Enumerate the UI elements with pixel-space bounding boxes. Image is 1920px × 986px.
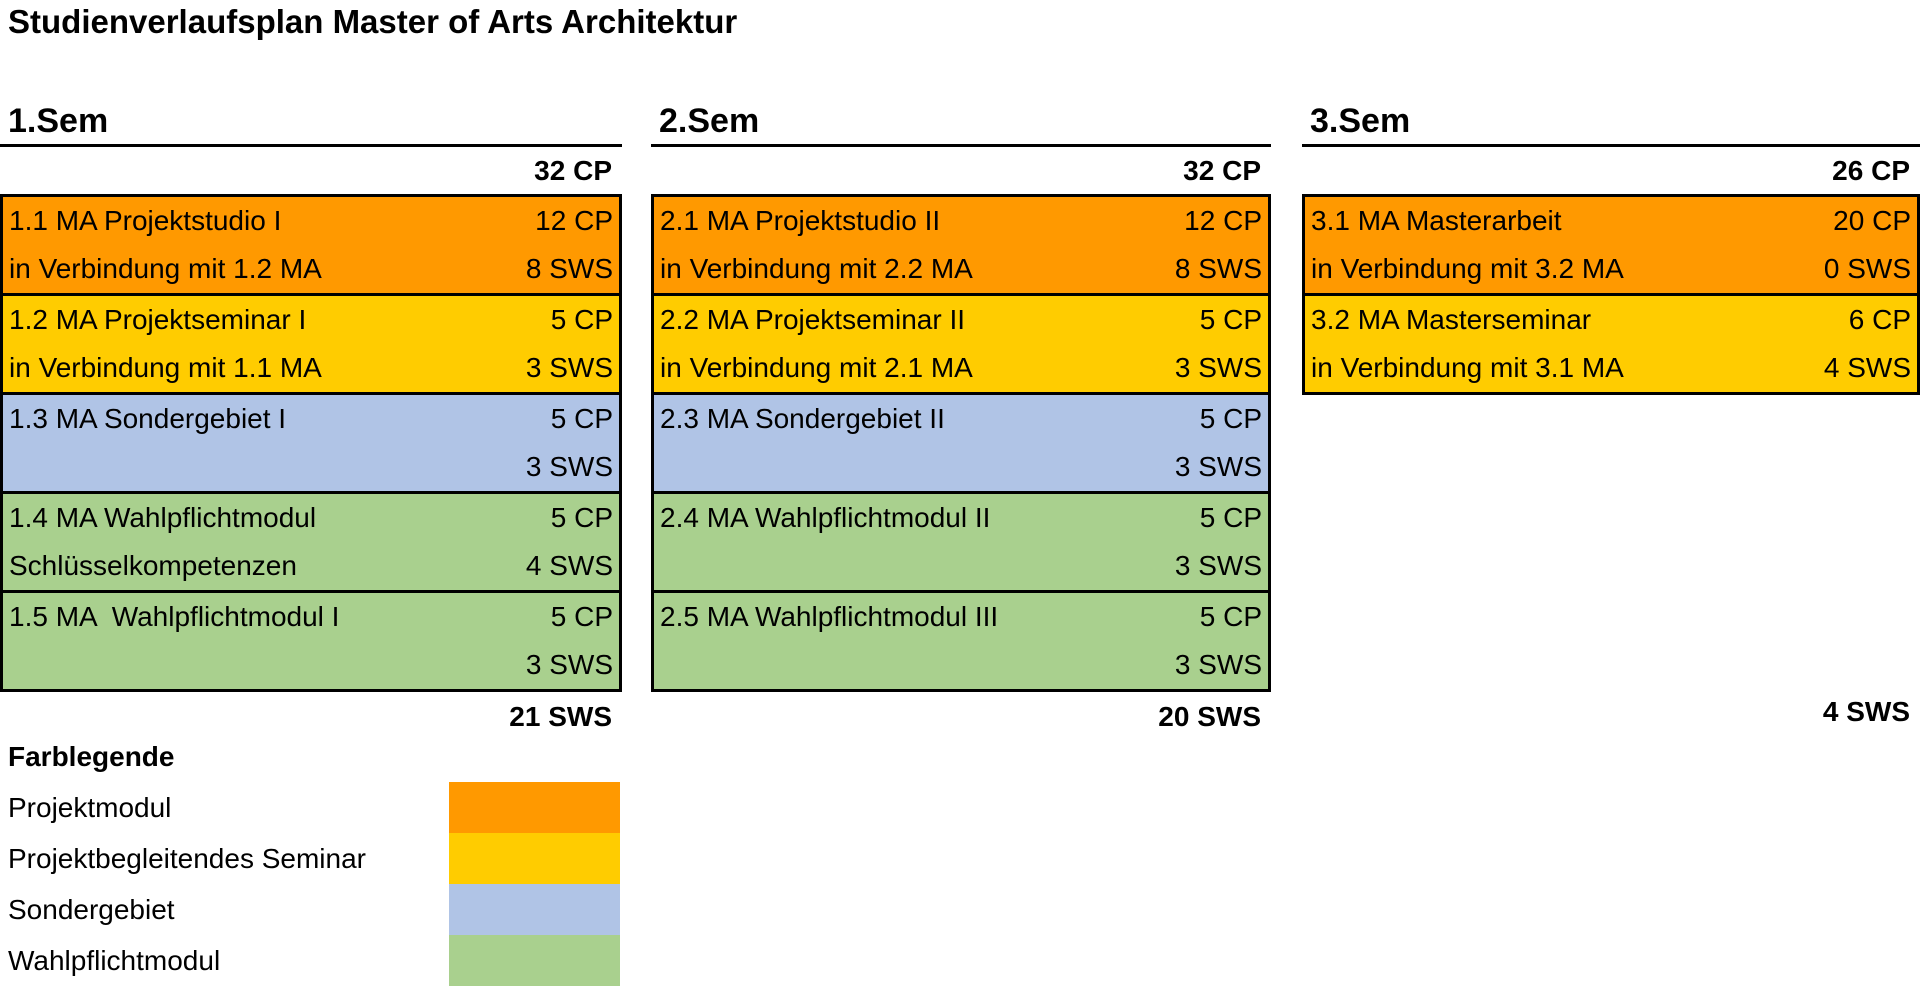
module-cp: 5 CP xyxy=(1199,502,1262,533)
module-name: 1.1 MA Projektstudio I xyxy=(9,205,282,236)
semester-total-sws: 21 SWS xyxy=(509,701,612,732)
module-name: 2.1 MA Projektstudio II xyxy=(660,205,941,236)
module-name: 1.4 MA Wahlpflichtmodul xyxy=(9,502,317,533)
module-name: 2.4 MA Wahlpflichtmodul II xyxy=(660,502,991,533)
module-cp: 20 CP xyxy=(1833,205,1911,236)
module-cp: 5 CP xyxy=(1199,304,1262,335)
module-cell: 3.2 MA Masterseminar 6 CP in Verbindung m… xyxy=(1305,293,1917,392)
semester-3: 3.Sem 26 CP 3.1 MA Masterarbeit 20 CP in … xyxy=(1302,100,1920,737)
semester-total-cp: 26 CP xyxy=(1832,155,1910,186)
module-sws: 3 SWS xyxy=(1174,451,1262,482)
module-sws: 8 SWS xyxy=(525,253,613,284)
semester-2: 2.Sem 32 CP 2.1 MA Projektstudio II 12 CP… xyxy=(651,100,1271,742)
module-cell: 2.5 MA Wahlpflichtmodul III 5 CP 3 SWS xyxy=(654,590,1268,689)
semester-title: 2.Sem xyxy=(659,102,760,140)
semester-total-sws: 20 SWS xyxy=(1158,701,1261,732)
module-cell: 2.3 MA Sondergebiet II 5 CP 3 SWS xyxy=(654,392,1268,491)
legend-label: Projektmodul xyxy=(8,792,172,823)
module-cell: 2.4 MA Wahlpflichtmodul II 5 CP 3 SWS xyxy=(654,491,1268,590)
module-note: in Verbindung mit 1.1 MA xyxy=(9,352,322,383)
module-grid: 1.1 MA Projektstudio I 12 CP in Verbindun… xyxy=(0,194,622,692)
module-grid: 3.1 MA Masterarbeit 20 CP in Verbindung m… xyxy=(1302,194,1920,395)
legend-title: Farblegende xyxy=(8,741,175,772)
module-name: 1.5 MA Wahlpflichtmodul I xyxy=(9,601,340,632)
module-cp: 5 CP xyxy=(550,403,613,434)
legend-item: Sondergebiet xyxy=(0,884,622,935)
module-cell: 1.4 MA Wahlpflichtmodul 5 CP Schlüsselkom… xyxy=(3,491,619,590)
module-cell: 1.3 MA Sondergebiet I 5 CP 3 SWS xyxy=(3,392,619,491)
legend-swatch xyxy=(449,833,620,884)
color-legend: Farblegende Projektmodul Projektbegleite… xyxy=(0,732,622,986)
legend-item: Projektbegleitendes Seminar xyxy=(0,833,622,884)
module-note: in Verbindung mit 3.1 MA xyxy=(1311,352,1624,383)
module-sws: 3 SWS xyxy=(1174,550,1262,581)
module-cell: 2.2 MA Projektseminar II 5 CP in Verbindu… xyxy=(654,293,1268,392)
module-name: 1.2 MA Projektseminar I xyxy=(9,304,307,335)
module-note: in Verbindung mit 2.1 MA xyxy=(660,352,973,383)
module-grid: 2.1 MA Projektstudio II 12 CP in Verbindu… xyxy=(651,194,1271,692)
module-cp: 5 CP xyxy=(550,502,613,533)
module-name: 2.2 MA Projektseminar II xyxy=(660,304,966,335)
module-sws: 3 SWS xyxy=(525,649,613,680)
module-name: 3.1 MA Masterarbeit xyxy=(1311,205,1562,236)
module-sws: 3 SWS xyxy=(525,451,613,482)
module-note: Schlüsselkompetenzen xyxy=(9,550,297,581)
module-cp: 5 CP xyxy=(1199,403,1262,434)
module-cell: 1.2 MA Projektseminar I 5 CP in Verbindun… xyxy=(3,293,619,392)
page-title: Studienverlaufsplan Master of Arts Archi… xyxy=(8,3,738,40)
module-name: 1.3 MA Sondergebiet I xyxy=(9,403,287,434)
module-cp: 5 CP xyxy=(550,304,613,335)
semester-1: 1.Sem 32 CP 1.1 MA Projektstudio I 12 CP … xyxy=(0,100,622,742)
legend-label: Sondergebiet xyxy=(8,894,175,925)
module-name: 2.5 MA Wahlpflichtmodul III xyxy=(660,601,999,632)
legend-swatch xyxy=(449,935,620,986)
module-cp: 5 CP xyxy=(550,601,613,632)
module-note: in Verbindung mit 2.2 MA xyxy=(660,253,973,284)
module-note: in Verbindung mit 1.2 MA xyxy=(9,253,322,284)
legend-item: Projektmodul xyxy=(0,782,622,833)
module-cp: 12 CP xyxy=(535,205,613,236)
legend-swatch xyxy=(449,884,620,935)
module-sws: 4 SWS xyxy=(1823,352,1911,383)
module-name: 2.3 MA Sondergebiet II xyxy=(660,403,945,434)
semester-total-cp: 32 CP xyxy=(1183,155,1261,186)
legend-label: Projektbegleitendes Seminar xyxy=(8,843,366,874)
module-cell: 1.1 MA Projektstudio I 12 CP in Verbindun… xyxy=(3,197,619,293)
legend-label: Wahlpflichtmodul xyxy=(8,945,221,976)
module-sws: 3 SWS xyxy=(1174,352,1262,383)
module-sws: 4 SWS xyxy=(525,550,613,581)
semester-title: 3.Sem xyxy=(1310,102,1411,140)
module-cell: 3.1 MA Masterarbeit 20 CP in Verbindung m… xyxy=(1305,197,1917,293)
module-sws: 3 SWS xyxy=(1174,649,1262,680)
semester-total-sws: 4 SWS xyxy=(1822,696,1910,727)
module-sws: 0 SWS xyxy=(1823,253,1911,284)
semester-title: 1.Sem xyxy=(8,102,109,140)
divider xyxy=(651,144,1271,147)
module-sws: 8 SWS xyxy=(1174,253,1262,284)
divider xyxy=(1302,144,1920,147)
legend-item: Wahlpflichtmodul xyxy=(0,935,622,986)
module-cell: 1.5 MA Wahlpflichtmodul I 5 CP 3 SWS xyxy=(3,590,619,689)
divider xyxy=(0,144,622,147)
module-cp: 5 CP xyxy=(1199,601,1262,632)
legend-swatch xyxy=(449,782,620,833)
module-name: 3.2 MA Masterseminar xyxy=(1311,304,1592,335)
semester-total-cp: 32 CP xyxy=(534,155,612,186)
module-cell: 2.1 MA Projektstudio II 12 CP in Verbindu… xyxy=(654,197,1268,293)
module-cp: 12 CP xyxy=(1184,205,1262,236)
module-cp: 6 CP xyxy=(1848,304,1911,335)
module-sws: 3 SWS xyxy=(525,352,613,383)
module-note: in Verbindung mit 3.2 MA xyxy=(1311,253,1624,284)
